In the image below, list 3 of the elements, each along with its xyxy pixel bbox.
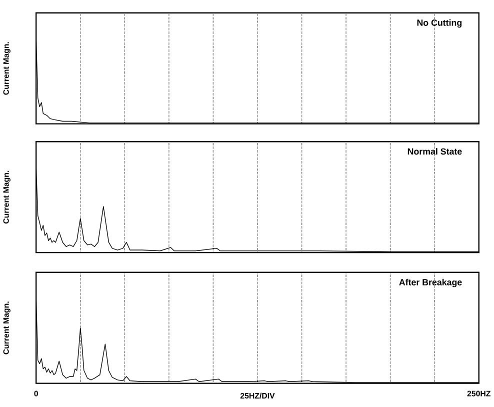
chart-title: Normal State — [408, 148, 462, 155]
chart-title: No Cutting — [417, 19, 462, 28]
chart-title: After Breakage — [399, 278, 462, 288]
